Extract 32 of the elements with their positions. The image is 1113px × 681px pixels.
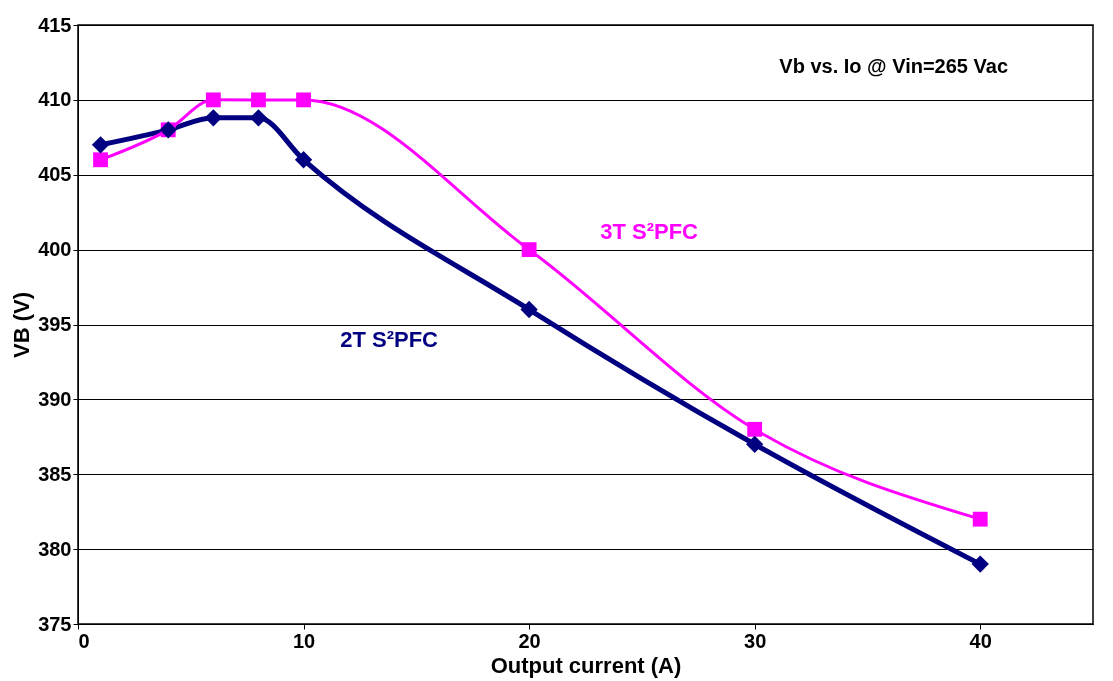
- point: [93, 152, 108, 168]
- point: [971, 555, 989, 573]
- x-tick-label: 0: [78, 629, 90, 652]
- y-tick-label: 395: [38, 313, 72, 335]
- x-tick-label: 20: [518, 629, 541, 652]
- x-tick-label: 40: [969, 629, 992, 652]
- point: [296, 92, 311, 108]
- y-tick-label: 400: [38, 238, 72, 261]
- y-tick-label: 415: [38, 13, 72, 36]
- x-tick-label: 30: [744, 629, 767, 652]
- text: 2T S²PFC: [340, 326, 439, 352]
- y-tick-label: 390: [38, 387, 72, 410]
- point: [204, 109, 222, 127]
- y-tick-label: 380: [38, 537, 72, 560]
- y-tick-label: 385: [38, 462, 72, 485]
- text: Vb vs. Io @ Vin=265 Vac: [779, 55, 1008, 77]
- y-tick-label: 410: [38, 88, 72, 111]
- point: [205, 92, 221, 108]
- point: [747, 421, 763, 437]
- point: [294, 151, 313, 169]
- point: [91, 136, 110, 154]
- point: [746, 435, 764, 453]
- point: [972, 511, 988, 527]
- x-axis-title: Output current (A): [490, 652, 682, 678]
- point: [251, 92, 266, 108]
- y-tick-label: 375: [38, 612, 72, 635]
- point: [520, 300, 538, 319]
- point: [521, 242, 537, 258]
- text: 3T S²PFC: [600, 218, 699, 244]
- y-axis-title: VB (V): [9, 292, 35, 358]
- y-tick-label: 405: [38, 163, 72, 186]
- x-tick-label: 10: [292, 629, 316, 652]
